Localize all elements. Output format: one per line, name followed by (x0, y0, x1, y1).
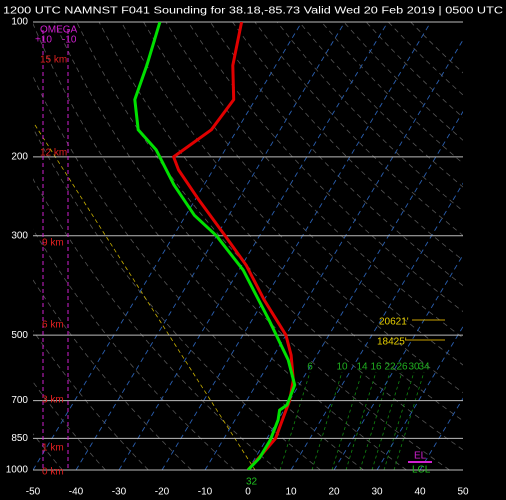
background-lines (33, 22, 463, 470)
x-tick-label: -30 (112, 487, 127, 498)
dry-adiabat (33, 330, 149, 470)
isotherm (204, 39, 463, 470)
y-tick-label: 700 (11, 395, 28, 406)
mixing-ratio-line (359, 371, 391, 470)
mixing-ratio-label: 16 (370, 362, 382, 373)
mixing-ratio-line (393, 371, 425, 470)
x-tick-label: 30 (371, 487, 383, 498)
y-tick-label: 1000 (6, 465, 29, 476)
annotation: 18425' (377, 337, 407, 348)
annotation: 32 (246, 477, 258, 488)
omega-title: OMEGA (40, 25, 78, 36)
dry-adiabat (143, 22, 463, 366)
parcel-line (34, 124, 256, 470)
annotation: EL (414, 451, 427, 462)
annotation: 20621' (379, 317, 409, 328)
mixing-ratio-label: 34 (418, 362, 430, 373)
isotherm (118, 22, 389, 470)
height-label: 1 km (42, 443, 64, 454)
mixing-ratio-line (311, 371, 343, 470)
x-tick-label: 10 (285, 487, 297, 498)
dry-adiabat (33, 22, 407, 470)
profile-line (133, 22, 297, 470)
mixing-ratio-label: 30 (408, 362, 420, 373)
mixing-ratio-label: 6 (307, 362, 313, 373)
y-tick-label: 300 (11, 230, 28, 241)
x-tick-label: -10 (198, 487, 213, 498)
x-tick-label: 40 (414, 487, 426, 498)
mixing-ratio-line (371, 371, 403, 470)
x-tick-label: 50 (457, 487, 469, 498)
x-tick-label: 20 (328, 487, 340, 498)
height-label: 9 km (42, 238, 64, 249)
mixing-ratio-line (331, 371, 363, 470)
isotherm (33, 22, 303, 470)
omega-label: +10 (35, 35, 52, 46)
profile-line (172, 22, 295, 470)
y-tick-label: 850 (11, 433, 28, 444)
profiles (133, 22, 297, 470)
x-tick-label: 0 (245, 487, 251, 498)
dry-adiabat (33, 279, 192, 470)
dry-adiabat (54, 22, 450, 470)
height-label: 15 km (40, 55, 67, 66)
dry-adiabat (98, 22, 463, 422)
height-label: 6 km (42, 320, 64, 331)
mixing-ratio-line (345, 371, 377, 470)
height-label: 12 km (40, 148, 67, 159)
isotherm (290, 182, 463, 470)
height-label: 0 km (42, 467, 64, 478)
mixing-ratio-label: 22 (384, 362, 396, 373)
omega-label: -10 (62, 35, 77, 46)
y-tick-label: 100 (11, 17, 28, 28)
y-tick-label: 200 (11, 152, 28, 163)
mixing-ratio-label: 26 (396, 362, 408, 373)
x-tick-label: -40 (69, 487, 84, 498)
annotation: LCL (412, 465, 431, 476)
mixing-ratio-line (383, 371, 415, 470)
mixing-ratio-label: 14 (356, 362, 368, 373)
dry-adiabat (254, 22, 463, 236)
dry-adiabat (187, 22, 463, 313)
height-label: 3 km (42, 395, 64, 406)
mixing-ratio-line (279, 371, 311, 470)
chart-title: 1200 UTC NAMNST F041 Sounding for 38.18,… (3, 6, 503, 17)
isotherm (75, 22, 346, 470)
isotherm (161, 22, 432, 470)
dry-adiabat (276, 22, 463, 212)
x-tick-label: -50 (26, 487, 41, 498)
y-tick-label: 500 (11, 330, 28, 341)
dry-adiabat (165, 22, 463, 339)
mixing-ratio-label: 10 (336, 362, 348, 373)
isotherm (247, 110, 463, 470)
x-tick-label: -20 (155, 487, 170, 498)
